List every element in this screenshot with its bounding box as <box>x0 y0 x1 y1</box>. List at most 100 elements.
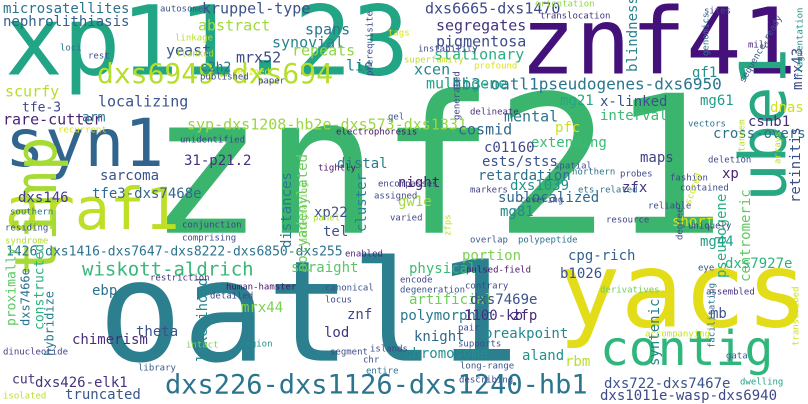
word: arrays <box>774 131 784 164</box>
word: theta <box>136 324 178 340</box>
word: xp <box>722 166 739 182</box>
word: transcribed <box>792 286 802 346</box>
word: mg21 <box>560 93 594 109</box>
word: syp-dxs1208-hb2e-dxs573-dxs1331 <box>187 116 467 134</box>
word: long-range <box>460 362 514 372</box>
word: derivatives <box>600 286 660 296</box>
word: islands <box>370 345 408 355</box>
word: abstract <box>198 17 270 35</box>
word: dxs146 <box>18 190 69 206</box>
word: cpg-rich <box>568 248 635 264</box>
word: orientation <box>535 0 595 10</box>
word: probes <box>620 170 653 180</box>
word: generated <box>453 71 463 120</box>
word: pulsed-field <box>466 266 531 276</box>
word: deletion <box>708 156 751 166</box>
word: assigned <box>374 192 417 202</box>
word: distances <box>279 172 295 248</box>
word: ets-related <box>578 186 638 196</box>
word: dwelling <box>740 378 783 388</box>
word: gf1 <box>692 65 717 81</box>
word: ebp <box>92 283 117 299</box>
word: spatial <box>554 162 592 172</box>
word: markers <box>470 186 508 196</box>
word: polypeptide <box>518 236 578 246</box>
word: prerequisite <box>366 11 376 76</box>
word: encode <box>400 276 433 286</box>
word: cut <box>12 373 35 388</box>
word: interval <box>600 108 667 124</box>
word: rbm <box>565 354 590 370</box>
word: scurfy <box>5 83 59 101</box>
word: proximally <box>5 248 20 326</box>
word: conjunction <box>182 221 242 231</box>
word: 1100-kb <box>464 308 523 324</box>
word: encompasses <box>378 180 438 190</box>
word: chr <box>363 356 380 366</box>
word: canonical <box>325 284 374 294</box>
word: aland <box>522 348 564 364</box>
word: dxs1039 <box>510 178 569 194</box>
word: southern <box>10 208 53 218</box>
word: restriction <box>150 274 210 284</box>
word: enabled <box>345 250 383 260</box>
word: unidentified <box>180 136 245 146</box>
word: maps <box>640 150 674 166</box>
word: flanked <box>176 50 214 60</box>
word: straight <box>291 260 358 276</box>
word: znf <box>347 307 372 323</box>
word: truncated <box>65 387 141 403</box>
word: tel <box>323 224 348 240</box>
word: mg81 <box>500 204 534 220</box>
word: recurrent <box>58 126 107 136</box>
word: zfps <box>444 214 454 236</box>
word: dxs7927e <box>725 256 792 272</box>
word: locus <box>325 296 352 306</box>
word: tandem <box>738 119 748 152</box>
word: knight <box>414 329 465 345</box>
word: isolated <box>3 392 46 402</box>
word: published <box>200 73 249 83</box>
word: loci <box>60 44 82 54</box>
word: dxs7466e <box>19 268 33 326</box>
word: gel <box>388 113 404 123</box>
word: uniquely <box>688 222 732 232</box>
word: pair <box>458 324 480 334</box>
word: region <box>240 340 273 350</box>
word: genomics <box>702 13 712 56</box>
word: dinucleotide <box>3 348 68 358</box>
word: spans <box>305 21 350 39</box>
word: autosomes <box>160 5 209 15</box>
word: retinitis <box>788 127 804 203</box>
word: translocation <box>540 12 610 22</box>
word: kruppel-type <box>202 0 310 18</box>
word: supports <box>458 340 501 350</box>
word: comprising <box>182 234 236 244</box>
word: varied <box>390 214 423 224</box>
word: rest <box>88 52 110 62</box>
word: library <box>138 364 177 374</box>
word: integrating <box>300 182 310 242</box>
word: cluster <box>354 173 370 232</box>
word: mg61 <box>700 93 734 109</box>
word: mrx52 <box>236 49 281 67</box>
word: panel <box>313 214 340 224</box>
word: eye <box>698 264 714 274</box>
word: linkage <box>175 34 213 44</box>
word: detailed <box>210 292 253 302</box>
word: dxs1011e-wasp-dxs6940 <box>600 388 777 404</box>
word: syndrome <box>5 237 48 247</box>
word: describing <box>459 376 513 386</box>
word: tightly <box>318 164 357 174</box>
word: vectors <box>688 120 726 130</box>
word: mg44 <box>700 234 734 250</box>
word: hybridize <box>43 291 57 356</box>
word: delineate <box>470 108 519 118</box>
word: sarcoma <box>100 168 159 184</box>
word: overlap <box>470 236 508 246</box>
word: tags <box>388 29 410 39</box>
word: residing <box>5 224 48 234</box>
word: degeneration <box>400 286 465 296</box>
